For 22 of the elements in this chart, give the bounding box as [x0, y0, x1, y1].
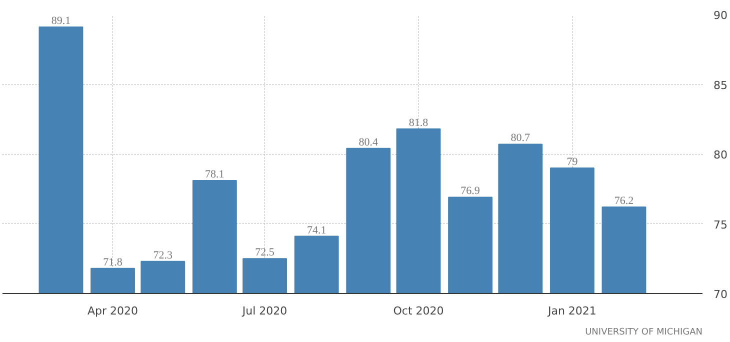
data-label: 74.1	[306, 224, 326, 236]
x-tick-label: Oct 2020	[393, 304, 444, 318]
data-label: 80.7	[510, 132, 531, 144]
data-label: 72.5	[255, 246, 275, 259]
data-label: 78.1	[205, 168, 224, 181]
data-label: 76.2	[614, 195, 634, 208]
y-tick-label: 75	[714, 218, 728, 232]
data-label: 89.1	[51, 15, 71, 28]
data-label: 72.3	[153, 249, 174, 262]
data-label: 80.4	[358, 136, 378, 148]
text: UNIVERSITY OF MICHIGAN	[585, 328, 702, 338]
y-tick-label: 70	[714, 288, 728, 301]
data-label: 79	[566, 156, 578, 168]
y-tick-label: 85	[714, 78, 728, 92]
x-tick-label: Jul 2020	[241, 304, 288, 318]
x-tick-label: Jan 2021	[546, 304, 596, 318]
data-label: 81.8	[408, 116, 429, 129]
data-label: 71.8	[103, 256, 123, 268]
y-tick-label: 80	[714, 148, 728, 162]
data-label: 76.9	[460, 185, 480, 198]
x-tick-label: Apr 2020	[88, 304, 138, 318]
y-tick-label: 90	[714, 9, 728, 22]
